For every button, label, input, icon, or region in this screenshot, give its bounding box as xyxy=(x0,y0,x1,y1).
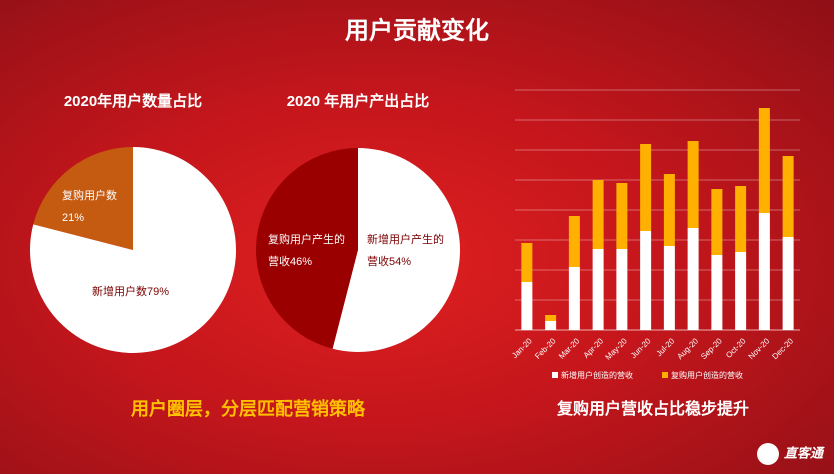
x-tick-label: Mar-20 xyxy=(557,336,582,361)
slice-value: 79% xyxy=(147,286,170,298)
pie-slice xyxy=(256,148,358,349)
bar-segment xyxy=(663,174,675,246)
bar-segment xyxy=(521,243,533,282)
bar-segment xyxy=(758,108,770,213)
bar-segment xyxy=(616,183,628,249)
bar-segment xyxy=(687,228,699,330)
bar-segment xyxy=(592,180,604,249)
x-tick-label: Oct-20 xyxy=(724,336,748,360)
legend-swatch xyxy=(662,372,668,378)
pie-slice xyxy=(33,147,134,250)
bar-segment xyxy=(640,144,652,231)
slice-name: 复购用户产生的营收 xyxy=(268,234,345,268)
bar-segment xyxy=(521,282,533,330)
slice-label: 新增用户产生的营收54% xyxy=(367,229,447,273)
caption: 复购用户营收占比稳步提升 xyxy=(556,399,749,418)
x-tick-label: Jan-20 xyxy=(510,336,534,360)
slice-value: 21% xyxy=(62,212,85,224)
slide-title: 用户贡献变化 xyxy=(345,16,489,44)
slice-name: 新增用户数 xyxy=(92,286,147,298)
x-tick-label: Jul-20 xyxy=(655,336,677,358)
bar-segment xyxy=(687,141,699,228)
bar-segment xyxy=(592,249,604,330)
slice-label: 新增用户数79% xyxy=(92,281,212,303)
caption: 用户圈层，分层匹配营销策略 xyxy=(131,398,366,419)
bar-segment xyxy=(545,321,557,330)
x-tick-label: Aug-20 xyxy=(675,336,700,361)
pie-title: 2020 年用户产出占比 xyxy=(287,92,430,110)
legend-swatch xyxy=(552,372,558,378)
x-tick-label: Sep-20 xyxy=(699,336,724,361)
x-tick-label: Nov-20 xyxy=(747,336,772,361)
bar-segment xyxy=(782,237,794,330)
bar-segment xyxy=(616,249,628,330)
slice-name: 新增用户产生的营收 xyxy=(367,234,444,268)
x-tick-label: Feb-20 xyxy=(533,336,558,361)
bar-segment xyxy=(568,216,580,267)
slice-name: 复购用户数 xyxy=(62,190,117,202)
x-tick-label: Dec-20 xyxy=(770,336,795,361)
bar-segment xyxy=(711,189,723,255)
pie-slice xyxy=(30,147,236,353)
x-tick-label: Jun-20 xyxy=(629,336,653,360)
legend-label: 复购用户创造的营收 xyxy=(671,370,743,380)
slice-value: 54% xyxy=(389,256,412,268)
x-tick-label: Apr-20 xyxy=(582,336,606,360)
bar-segment xyxy=(545,315,557,321)
slice-label: 复购用户产生的营收46% xyxy=(268,229,348,273)
bar-segment xyxy=(735,252,747,330)
bar-segment xyxy=(640,231,652,330)
x-tick-label: May-20 xyxy=(604,336,630,362)
logo-icon xyxy=(757,443,779,465)
bar-segment xyxy=(782,156,794,237)
logo: 直客通 xyxy=(784,445,825,460)
slice-value: 46% xyxy=(290,256,313,268)
bar-segment xyxy=(758,213,770,330)
bar-segment xyxy=(711,255,723,330)
pie-title: 2020年用户数量占比 xyxy=(64,92,202,110)
bar-segment xyxy=(735,186,747,252)
pie-slice xyxy=(332,148,461,352)
bar-segment xyxy=(568,267,580,330)
bar-segment xyxy=(663,246,675,330)
slice-label: 复购用户数 21% xyxy=(62,185,132,229)
legend-label: 新增用户创造的营收 xyxy=(561,370,633,380)
